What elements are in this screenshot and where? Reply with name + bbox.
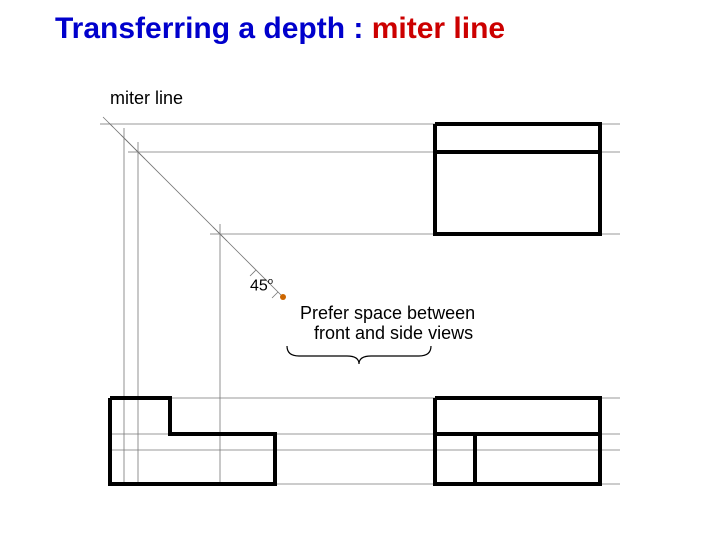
shape-bottom-right (435, 398, 600, 484)
label-miter-line: miter line (110, 88, 183, 109)
title-part1: Transferring a depth : (55, 12, 372, 45)
label-prefer-1: Prefer space between (300, 303, 475, 324)
page-title: Transferring a depth : miter line (55, 12, 505, 46)
label-angle-num: 45 (250, 277, 268, 294)
label-prefer-2: front and side views (314, 323, 473, 344)
label-angle-sup: o (268, 276, 273, 287)
diagram-canvas (0, 0, 720, 540)
pivot-dot (280, 294, 286, 300)
brace-icon (287, 346, 431, 364)
shape-bottom-left (110, 398, 275, 484)
shape-top-right (435, 124, 600, 234)
label-angle: 45o (250, 276, 273, 295)
title-part2: miter line (372, 12, 505, 45)
